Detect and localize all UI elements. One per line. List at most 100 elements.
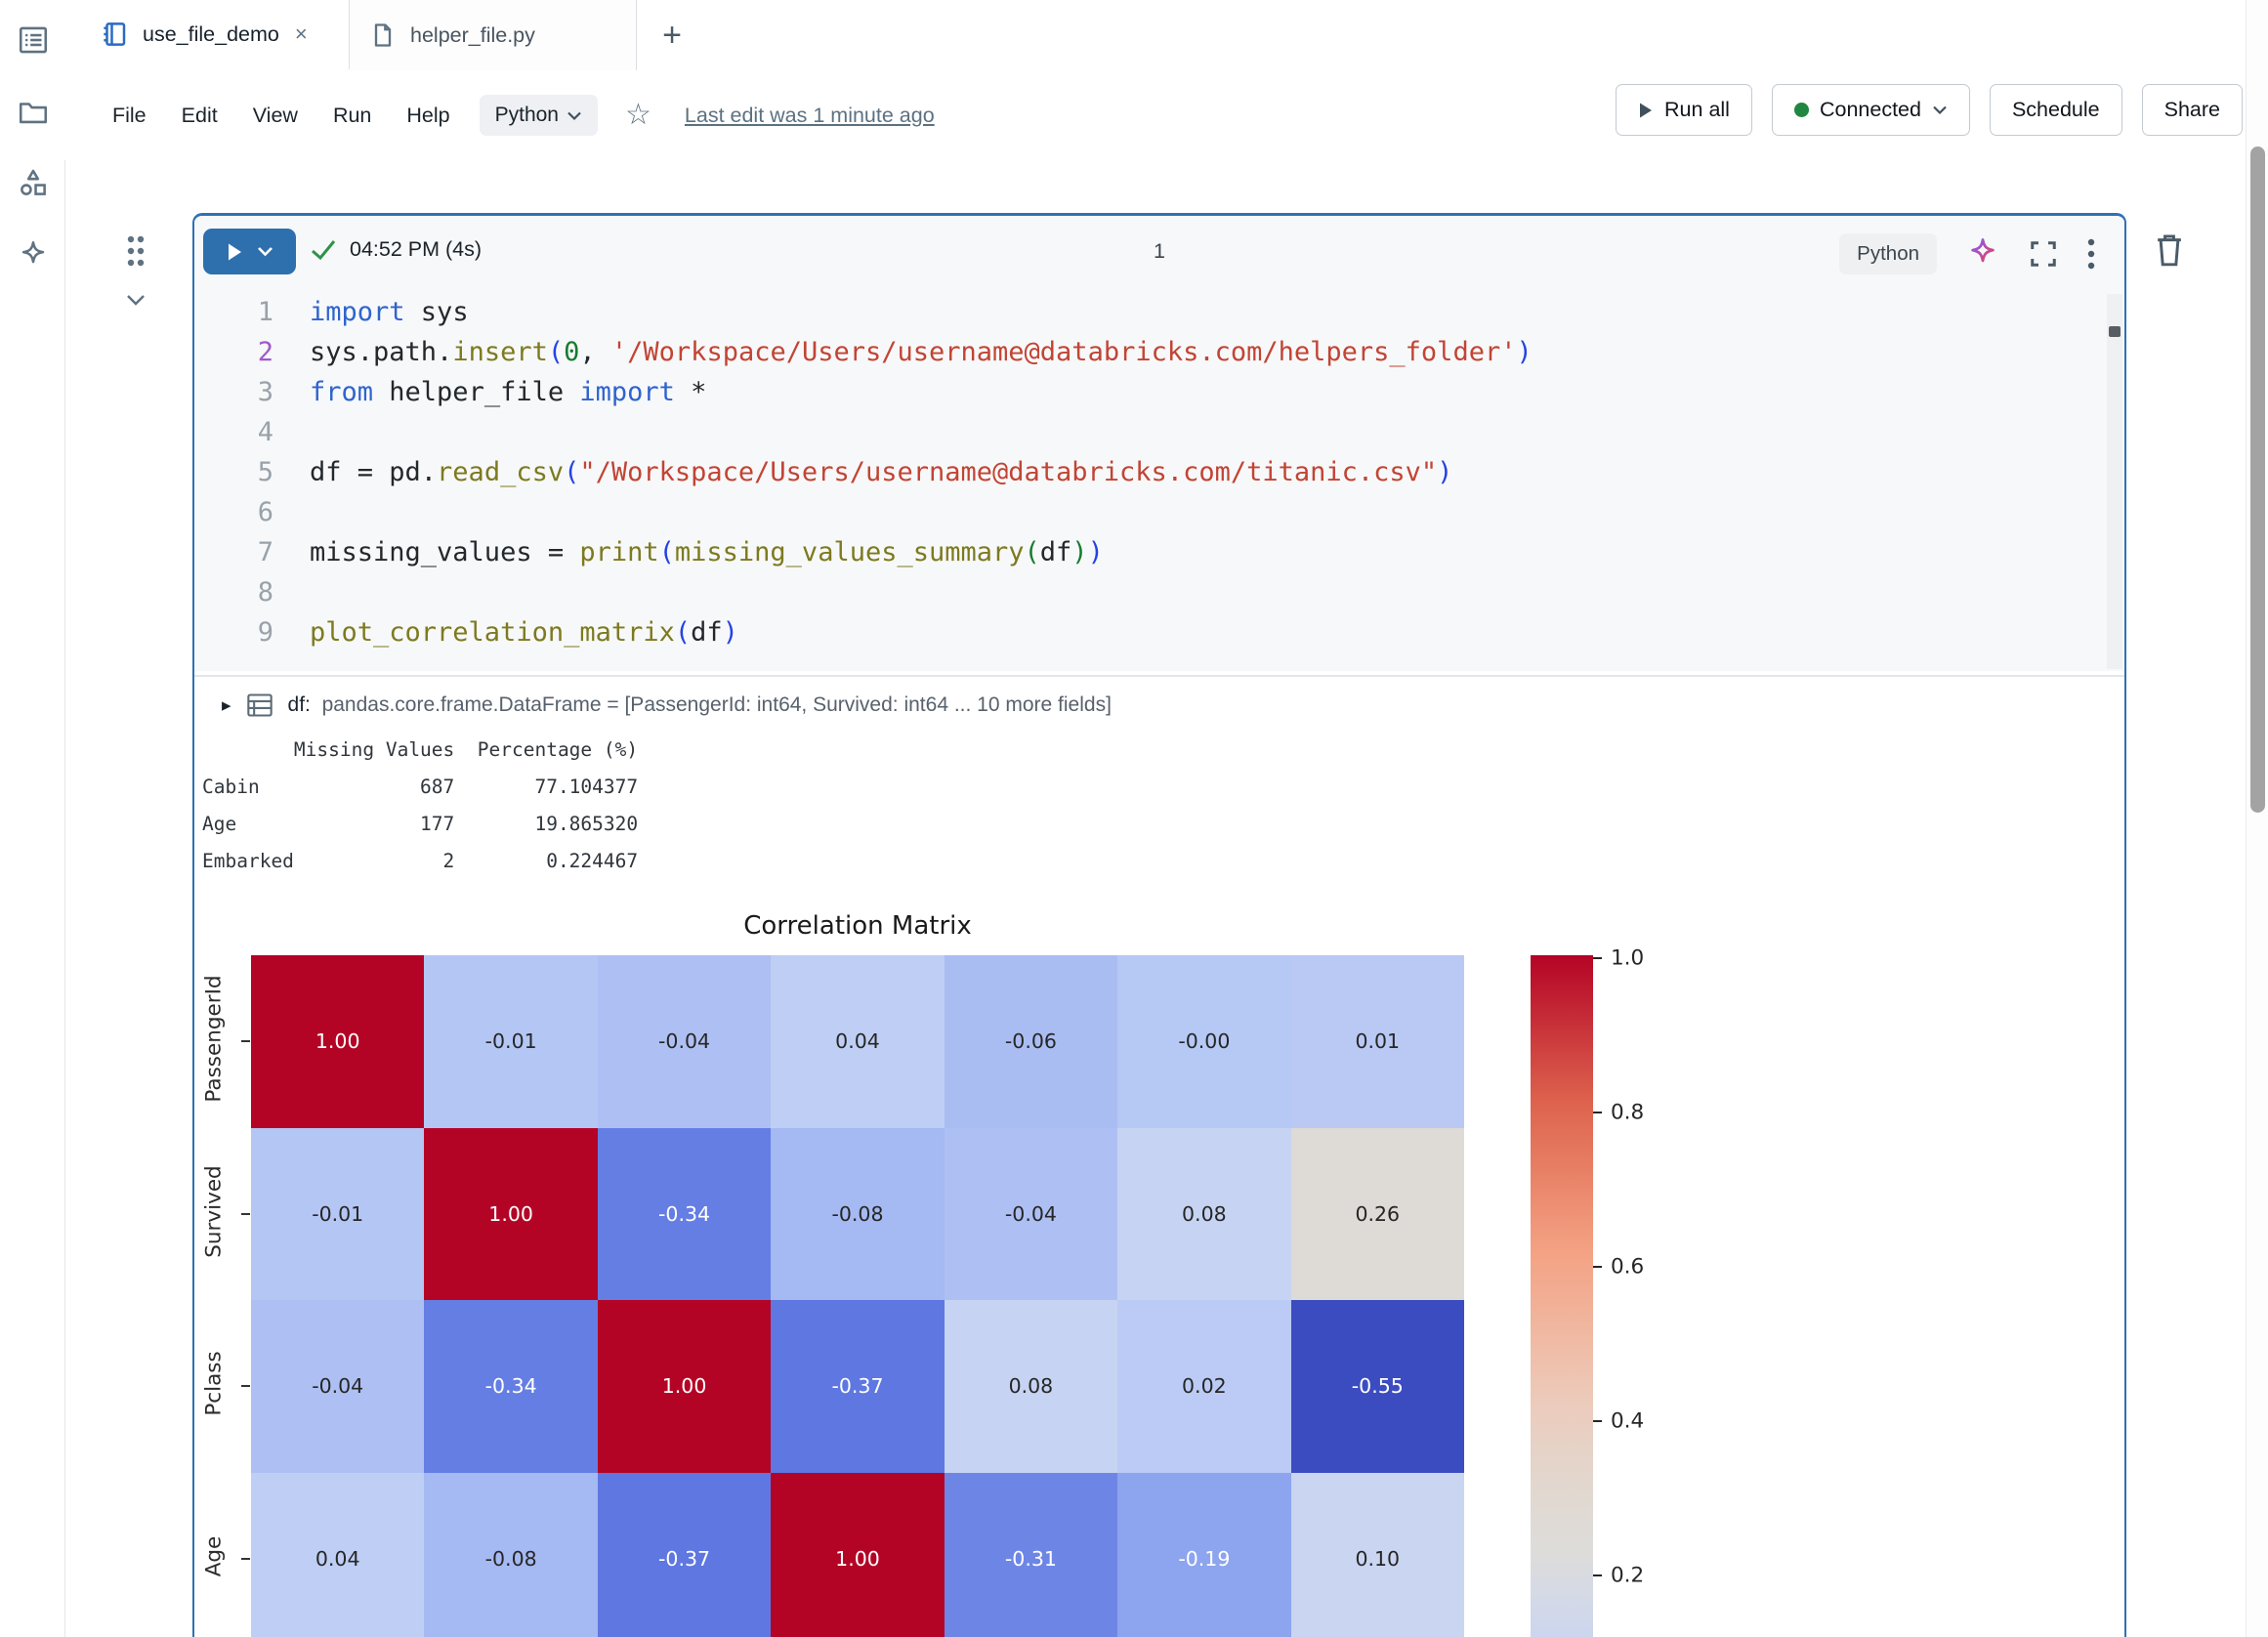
heatmap-cell: 0.02: [1117, 1300, 1291, 1473]
heatmap-cell: 0.10: [1290, 1472, 1464, 1637]
colorbar-tick-label: 1.0: [1611, 945, 1645, 971]
colorbar-tick-label: 0.8: [1611, 1100, 1645, 1125]
colorbar-tick-label: 0.2: [1611, 1563, 1645, 1588]
notebook-cell: 04:52 PM (4s) 1 Python 1 import sy: [192, 213, 2126, 1637]
cell-language-tag[interactable]: Python: [1839, 233, 1937, 274]
heatmap-cell: -0.37: [597, 1472, 772, 1637]
share-button[interactable]: Share: [2141, 84, 2243, 136]
heatmap-colorbar: 1.0 0.8 0.6 0.4 0.2: [1531, 946, 1644, 1637]
cell-drag-handle[interactable]: [125, 234, 147, 270]
code-text: [273, 572, 310, 612]
language-selector[interactable]: Python: [479, 95, 598, 136]
code-text: df = pd.read_csv("/Workspace/Users/usern…: [310, 457, 1453, 487]
colorbar-tick: [1593, 1574, 1602, 1576]
code-text: plot_correlation_matrix(df): [310, 617, 738, 648]
menu-item-edit[interactable]: Edit: [181, 103, 218, 127]
colorbar-tick: [1593, 1419, 1602, 1422]
code-text: import sys: [310, 297, 469, 327]
line-number: 9: [257, 617, 273, 648]
window-scrollbar-thumb[interactable]: [2250, 147, 2265, 813]
line-number: 7: [257, 537, 273, 567]
line-number: 5: [257, 457, 273, 487]
heatmap-row-label: Survived: [201, 1165, 227, 1258]
menu-item-help[interactable]: Help: [406, 103, 450, 127]
heatmap-row-label: PassengerId: [201, 975, 227, 1103]
axis-tick: [241, 1212, 250, 1215]
menu-item-view[interactable]: View: [252, 103, 298, 127]
left-sidebar: [0, 0, 65, 1637]
close-icon[interactable]: ×: [294, 21, 308, 46]
assistant-sparkle-icon[interactable]: [17, 238, 50, 272]
dataframe-summary-text: df: pandas.core.frame.DataFrame = [Passe…: [287, 693, 1112, 716]
play-icon: [1640, 103, 1653, 117]
code-scrollbar-track[interactable]: [2107, 294, 2122, 669]
heatmap-cell: 1.00: [597, 1300, 772, 1473]
cell-run-status: 04:52 PM (4s): [310, 237, 482, 262]
expand-caret-icon[interactable]: ▸: [222, 694, 231, 716]
success-check-icon: [312, 239, 336, 260]
heatmap-cell: 0.26: [1290, 1127, 1464, 1300]
last-edit-link[interactable]: Last edit was 1 minute ago: [684, 103, 935, 127]
line-number: 8: [257, 577, 273, 608]
cell-collapse-chevron-icon[interactable]: [124, 292, 147, 308]
kebab-menu-icon[interactable]: [2087, 238, 2095, 270]
heatmap-cell: -0.01: [251, 1127, 425, 1300]
axis-tick: [241, 1040, 250, 1043]
folder-icon[interactable]: [17, 96, 50, 129]
heatmap-cell: -0.37: [771, 1300, 945, 1473]
code-line: 5 df = pd.read_csv("/Workspace/Users/user…: [194, 452, 2124, 492]
code-line: 4: [194, 412, 2124, 452]
heatmap-cell: -0.08: [771, 1127, 945, 1300]
fullscreen-icon[interactable]: [2029, 239, 2058, 269]
connection-status-dot: [1793, 103, 1809, 117]
tab-use-file-demo[interactable]: use_file_demo ×: [80, 0, 350, 70]
line-number: 1: [257, 297, 273, 327]
run-all-button[interactable]: Run all: [1616, 84, 1752, 136]
chevron-down-icon: [1933, 105, 1947, 115]
code-text: [273, 492, 310, 532]
cell-number: 1: [1154, 239, 1165, 263]
schedule-button[interactable]: Schedule: [1989, 84, 2122, 136]
code-line: 3 from helper_file import *: [194, 372, 2124, 412]
heatmap-cell: 0.04: [251, 1472, 425, 1637]
axis-tick: [241, 1385, 250, 1388]
workflows-shapes-icon[interactable]: [17, 166, 50, 199]
heatmap-cell: -0.04: [251, 1300, 425, 1473]
line-number: 2: [257, 337, 273, 367]
chevron-down-icon: [257, 247, 273, 257]
heatmap-cell: -0.34: [597, 1127, 772, 1300]
line-number: 6: [257, 497, 273, 527]
heatmap-cell: -0.34: [424, 1300, 598, 1473]
code-text: sys.path.insert(0, '/Workspace/Users/use…: [310, 337, 1533, 367]
connected-dropdown[interactable]: Connected: [1771, 84, 1970, 136]
play-icon: [228, 243, 241, 260]
assistant-sparkle-icon[interactable]: [1966, 236, 1999, 272]
code-editor[interactable]: 1 import sys 2 sys.path.insert(0, '/Workspa…: [194, 292, 2124, 671]
menu-item-run[interactable]: Run: [332, 103, 372, 127]
table-of-contents-icon[interactable]: [17, 23, 50, 57]
colorbar-tick: [1593, 957, 1602, 959]
run-cell-button[interactable]: [203, 229, 296, 274]
heatmap-cell: 1.00: [424, 1127, 598, 1300]
tab-helper-file[interactable]: helper_file.py: [350, 0, 637, 70]
menu-items: File Edit View Run Help: [112, 104, 450, 128]
heatmap-cell: -0.19: [1117, 1472, 1291, 1637]
colorbar-tick-label: 0.6: [1611, 1254, 1645, 1280]
delete-cell-trash-icon[interactable]: [2152, 231, 2187, 270]
code-scrollbar-thumb[interactable]: [2109, 326, 2121, 337]
heatmap-cell: -0.06: [944, 955, 1118, 1128]
heatmap-grid: 1.00 -0.01 -0.04 0.04 -0.06 -0.00 0.01 -0.01 1.0…: [251, 955, 1464, 1637]
heatmap-cell: 1.00: [251, 955, 425, 1128]
favorite-star-icon[interactable]: ☆: [625, 99, 651, 131]
code-line: 1 import sys: [194, 292, 2124, 332]
run-timestamp: 04:52 PM (4s): [350, 237, 483, 261]
colorbar-tick-label: 0.4: [1611, 1408, 1645, 1434]
heatmap-cell: 0.08: [944, 1300, 1118, 1473]
code-line: 6: [194, 492, 2124, 532]
chevron-down-icon: [567, 111, 581, 120]
heatmap-row-label: Age: [201, 1535, 227, 1577]
heatmap-row-label: Pclass: [201, 1351, 227, 1416]
add-tab-button[interactable]: +: [662, 16, 682, 54]
menu-item-file[interactable]: File: [112, 103, 147, 127]
code-line: 9 plot_correlation_matrix(df): [194, 612, 2124, 652]
